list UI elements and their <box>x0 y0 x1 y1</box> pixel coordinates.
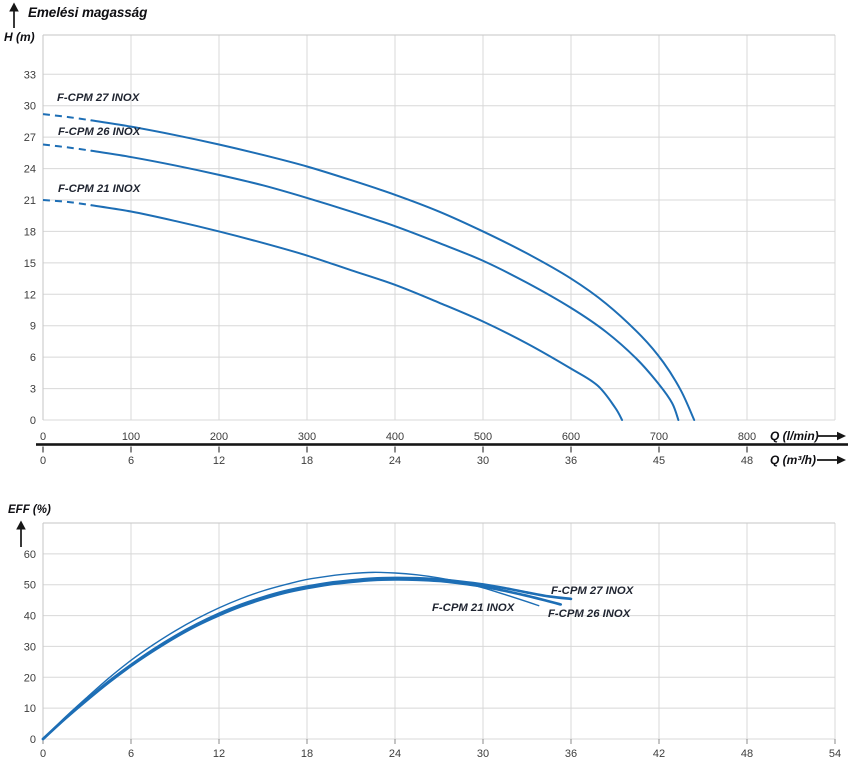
curve-label-f-cpm-26-inox: F-CPM 26 INOX <box>58 126 142 138</box>
x-tick-label-m3h: 6 <box>128 455 134 467</box>
head-curve-f-cpm-26-inox <box>42 143 680 421</box>
curve-dashed-segment <box>42 143 92 152</box>
y-tick-label: 0 <box>30 415 36 427</box>
x-tick-label-lmin: 800 <box>738 431 756 443</box>
head-chart-curves <box>42 113 696 421</box>
x-tick-label: 30 <box>477 748 489 760</box>
head-chart-grid <box>42 34 836 421</box>
eff-x-axis: 0 6 12 18 24 30 36 42 48 54 <box>40 739 841 760</box>
x-tick-label: 48 <box>741 748 753 760</box>
x-tick-label-m3h: 24 <box>389 455 401 467</box>
curve-label-f-cpm-21-inox: F-CPM 21 INOX <box>432 602 516 614</box>
eff-y-tick-labels: 0 10 20 30 40 50 60 <box>24 549 36 746</box>
y-tick-label: 3 <box>30 384 36 396</box>
curve-label-f-cpm-21-inox: F-CPM 21 INOX <box>58 183 142 195</box>
x-tick-label: 54 <box>829 748 841 760</box>
y-tick-label: 10 <box>24 703 36 715</box>
eff-curve-labels: F-CPM 27 INOX F-CPM 26 INOX F-CPM 21 INOX <box>432 585 635 620</box>
x-tick-label-lmin: 0 <box>40 431 46 443</box>
eff-curve-f-cpm-26-inox <box>41 578 563 741</box>
up-arrow-icon <box>16 520 26 547</box>
y-tick-label: 6 <box>30 352 36 364</box>
x-tick-label: 6 <box>128 748 134 760</box>
eff-curve-f-cpm-21-inox <box>42 571 540 740</box>
y-tick-label: 20 <box>24 672 36 684</box>
y-tick-label: 27 <box>24 132 36 144</box>
head-curve-f-cpm-27-inox <box>42 113 696 421</box>
x-axis-unit-m3h: Q (m³/h) <box>770 453 816 467</box>
curve-solid-segment <box>90 204 624 421</box>
y-tick-label: 15 <box>24 258 36 270</box>
x-tick-label-m3h: 36 <box>565 455 577 467</box>
y-tick-label: 12 <box>24 289 36 301</box>
curve-solid-segment <box>90 149 680 421</box>
x-tick-label: 12 <box>213 748 225 760</box>
x-tick-label-lmin: 600 <box>562 431 580 443</box>
x-axis-unit-lmin: Q (l/min) <box>770 429 819 443</box>
x-tick-label-m3h: 18 <box>301 455 313 467</box>
x-tick-label-lmin: 200 <box>210 431 228 443</box>
eff-chart-curves <box>41 571 573 741</box>
y-tick-label: 24 <box>24 164 36 176</box>
x-tick-label: 18 <box>301 748 313 760</box>
head-curve-f-cpm-21-inox <box>42 199 624 421</box>
curve-label-f-cpm-26-inox: F-CPM 26 INOX <box>548 608 632 620</box>
x-tick-label-m3h: 0 <box>40 455 46 467</box>
y-tick-label: 60 <box>24 549 36 561</box>
x-tick-label-lmin: 300 <box>298 431 316 443</box>
curve-label-f-cpm-27-inox: F-CPM 27 INOX <box>551 585 635 597</box>
curve-dashed-segment <box>42 113 92 122</box>
x-tick-label-lmin: 400 <box>386 431 404 443</box>
y-tick-label: 50 <box>24 580 36 592</box>
up-arrow-icon <box>9 2 19 28</box>
curve-dashed-segment <box>42 199 92 207</box>
x-tick-label: 24 <box>389 748 401 760</box>
eff-chart-grid <box>42 522 836 740</box>
x-tick-label-m3h: 12 <box>213 455 225 467</box>
x-tick-label-m3h: 45 <box>653 455 665 467</box>
y-tick-label: 21 <box>24 195 36 207</box>
x-tick-label-lmin: 700 <box>650 431 668 443</box>
y-tick-label: 40 <box>24 611 36 623</box>
y-tick-label: 18 <box>24 226 36 238</box>
curve-label-f-cpm-27-inox: F-CPM 27 INOX <box>57 92 141 104</box>
head-curve-labels: F-CPM 27 INOX F-CPM 26 INOX F-CPM 21 INOX <box>57 92 142 195</box>
y-tick-label: 30 <box>24 641 36 653</box>
head-x-axis: 0 100 200 300 400 500 600 700 800 Q (l/min) 0 6 12 18… <box>36 429 848 467</box>
curve-solid-segment <box>90 119 696 421</box>
y-tick-label: 0 <box>30 734 36 746</box>
y-tick-label: 9 <box>30 321 36 333</box>
y-tick-label: 33 <box>24 69 36 81</box>
head-y-tick-labels: 0 3 6 9 12 15 18 21 24 27 30 33 <box>24 69 36 427</box>
y-tick-label: 30 <box>24 101 36 113</box>
x-tick-label: 36 <box>565 748 577 760</box>
x-tick-label-m3h: 48 <box>741 455 753 467</box>
x-tick-label-m3h: 30 <box>477 455 489 467</box>
head-chart-title: Emelési magasság <box>28 5 148 20</box>
x-tick-label: 42 <box>653 748 665 760</box>
head-y-axis-unit: H (m) <box>4 30 35 44</box>
eff-chart-title: EFF (%) <box>8 504 51 516</box>
right-arrow-icon <box>817 455 846 465</box>
x-tick-label-lmin: 500 <box>474 431 492 443</box>
x-tick-label: 0 <box>40 748 46 760</box>
x-axis-line <box>36 443 848 446</box>
right-arrow-icon <box>817 431 846 441</box>
x-tick-label-lmin: 100 <box>122 431 140 443</box>
